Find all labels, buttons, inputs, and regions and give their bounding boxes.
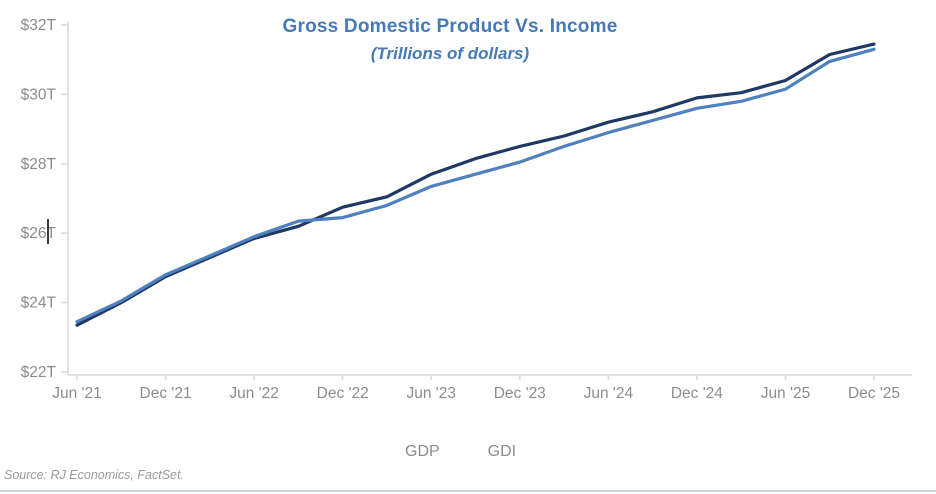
- x-tick-label: Dec '23: [494, 385, 546, 402]
- x-tick-label: Jun '23: [406, 385, 456, 402]
- x-tick-label: Dec '21: [140, 385, 192, 402]
- source-note: Source: RJ Economics, FactSet.: [4, 468, 184, 482]
- line-chart: $22T $24T $26T $28T $30T $32T Jun '21 Dec '21 Ju…: [21, 17, 912, 402]
- x-tick-label: Jun '25: [761, 385, 811, 402]
- y-tick-label: $32T: [21, 17, 57, 34]
- x-tick-label: Dec '25: [848, 385, 900, 402]
- x-tick-label: Jun '21: [52, 385, 102, 402]
- text-cursor-artifact: [47, 219, 49, 244]
- legend-item-gdp: GDP: [405, 443, 440, 460]
- legend-item-gdi: GDI: [487, 443, 517, 460]
- y-tick-label: $26T: [21, 225, 57, 242]
- y-tick-label: $30T: [21, 86, 57, 103]
- x-tick-label: Dec '22: [317, 385, 369, 402]
- bottom-divider: [0, 490, 936, 492]
- x-tick-label: Jun '24: [584, 385, 634, 402]
- y-tick-label: $28T: [21, 156, 57, 173]
- y-tick-label: $24T: [21, 295, 57, 312]
- x-tick-label: Jun '22: [229, 385, 279, 402]
- chart-legend: GDP GDI: [405, 443, 516, 461]
- x-tick-label: Dec '24: [671, 385, 723, 402]
- y-tick-label: $22T: [21, 364, 57, 381]
- series-line-gdp: [75, 42, 876, 327]
- series-line-gdi: [75, 47, 876, 324]
